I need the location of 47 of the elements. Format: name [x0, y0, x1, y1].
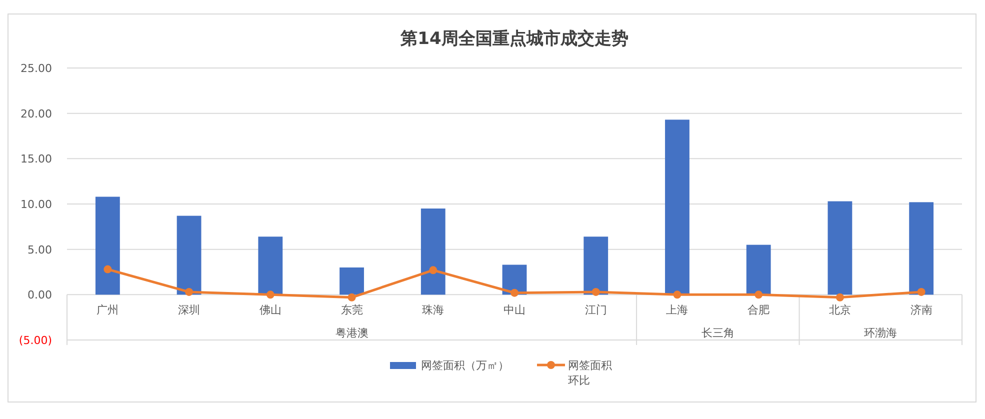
bar — [176, 216, 202, 295]
x-tick-label: 东莞 — [340, 304, 363, 317]
chart-title: 第14周全国重点城市成交走势 — [400, 29, 628, 49]
point — [185, 288, 194, 296]
annotation: 长三角 — [701, 326, 734, 340]
y-tick-label: 0.00 — [28, 288, 52, 302]
bar — [420, 208, 446, 295]
y-tick-label: 10.00 — [20, 198, 52, 211]
x-tick-label: 珠海 — [422, 304, 444, 317]
legend-label: 网签面积（万㎡） — [421, 359, 509, 372]
bar — [909, 202, 934, 295]
legend-网签面积环比: 网签面积环比 — [537, 359, 612, 387]
legend-网签面积（万㎡）: 网签面积（万㎡） — [390, 359, 509, 372]
bar — [584, 236, 608, 295]
x-tick-label: 上海 — [666, 304, 688, 317]
legend-label: 网签面积环比 — [568, 359, 612, 387]
x-tick-label: 合肥 — [748, 304, 770, 317]
bar — [95, 196, 120, 295]
point — [348, 293, 356, 302]
bar — [746, 244, 771, 295]
annotation: 粤港澳 — [335, 326, 368, 340]
y-tick-label: 15.00 — [20, 152, 52, 166]
point — [673, 290, 682, 299]
point — [266, 290, 274, 299]
bar — [340, 267, 364, 295]
y-tick-label: 25.00 — [20, 62, 52, 75]
y-tick-label: (5.00) — [18, 334, 52, 347]
point — [917, 288, 926, 296]
point — [592, 288, 600, 296]
x-tick-label: 广州 — [96, 304, 119, 317]
annotation: 环渤海 — [864, 326, 898, 340]
point — [510, 288, 518, 297]
x-tick-label: 中山 — [504, 304, 526, 317]
bar — [828, 201, 852, 295]
point — [429, 266, 438, 274]
point — [754, 290, 763, 299]
y-tick-label: 20.00 — [20, 107, 52, 120]
bar — [665, 120, 690, 295]
x-tick-label: 北京 — [828, 304, 851, 317]
x-tick-label: 深圳 — [178, 304, 200, 317]
bar — [258, 236, 283, 295]
x-tick-label: 济南 — [910, 304, 932, 317]
x-tick-label: 佛山 — [259, 304, 282, 317]
x-tick-label: 江门 — [584, 304, 607, 317]
y-tick-label: 5.00 — [28, 243, 52, 256]
point — [104, 265, 112, 274]
point — [836, 293, 844, 302]
